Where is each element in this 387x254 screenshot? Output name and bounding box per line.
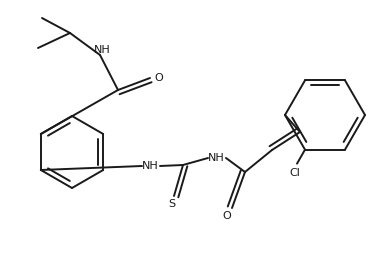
Text: S: S: [168, 199, 176, 209]
Text: NH: NH: [142, 161, 158, 171]
Text: NH: NH: [207, 153, 224, 163]
Text: NH: NH: [94, 45, 110, 55]
Text: O: O: [155, 73, 163, 83]
Text: O: O: [223, 211, 231, 221]
Text: Cl: Cl: [289, 168, 300, 178]
